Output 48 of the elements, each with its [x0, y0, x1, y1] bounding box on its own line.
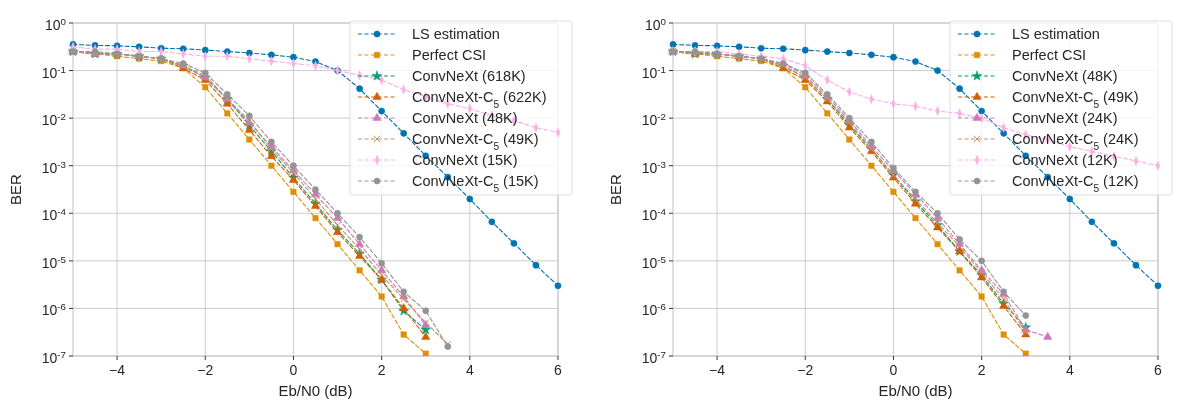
y-tick-label: 10$^{-1}$ [41, 63, 66, 81]
y-tick-label: 10$^{0}$ [44, 15, 67, 33]
y-tick-label: 10$^{-6}$ [41, 300, 67, 319]
legend-label: Perfect CSI [1012, 47, 1087, 63]
y-tick-label: 10$^{-3}$ [641, 158, 667, 176]
y-tick-label: 10$^{-6}$ [641, 300, 667, 319]
x-tick-label: 2 [377, 362, 386, 378]
x-tick-label: 4 [465, 362, 474, 378]
legend-label: ConvNeXt (48K) [1012, 68, 1118, 84]
y-tick-label: 10$^{-5}$ [641, 253, 667, 271]
y-tick-label: 10$^{-5}$ [41, 253, 67, 271]
legend-label: ConvNeXt-C$_{5}$ (12K) [1012, 173, 1139, 194]
x-tick-label: 0 [289, 362, 298, 378]
legend-label: LS estimation [412, 26, 500, 42]
x-tick-label: 6 [554, 362, 563, 378]
legend-label: ConvNeXt (12K) [1012, 152, 1118, 168]
legend-label: ConvNeXt-C$_{5}$ (24K) [1012, 131, 1139, 152]
x-axis-title: Eb/N0 (dB) [878, 382, 953, 399]
y-tick-label: 10$^{-1}$ [641, 63, 666, 81]
legend-label: ConvNeXt-C$_{5}$ (15K) [412, 173, 539, 194]
y-tick-label: 10$^{-4}$ [41, 205, 67, 224]
x-tick-label: 4 [1065, 362, 1074, 378]
y-tick-label: 10$^{0}$ [644, 15, 667, 33]
x-tick-label: 6 [1154, 362, 1163, 378]
x-tick-label: −4 [709, 362, 726, 378]
legend-label: ConvNeXt (24K) [1012, 110, 1118, 126]
y-axis-title: BER [607, 173, 624, 205]
x-tick-label: −2 [197, 362, 214, 378]
x-tick-label: 2 [977, 362, 986, 378]
y-tick-label: 10$^{-2}$ [641, 110, 666, 129]
legend-label: LS estimation [1012, 26, 1100, 42]
y-tick-label: 10$^{-7}$ [41, 348, 66, 366]
y-tick-label: 10$^{-2}$ [41, 110, 66, 129]
x-tick-label: 0 [889, 362, 898, 378]
y-axis-title: BER [7, 173, 24, 205]
legend-label: ConvNeXt (15K) [412, 152, 518, 168]
y-tick-label: 10$^{-3}$ [41, 158, 67, 176]
x-axis-title: Eb/N0 (dB) [278, 382, 353, 399]
x-tick-label: −2 [797, 362, 814, 378]
y-tick-label: 10$^{-4}$ [641, 205, 667, 224]
legend-label: ConvNeXt-C$_{5}$ (49K) [1012, 89, 1139, 110]
legend-label: ConvNeXt-C$_{5}$ (622K) [412, 89, 547, 110]
legend-label: ConvNeXt-C$_{5}$ (49K) [412, 131, 539, 152]
x-tick-label: −4 [109, 362, 126, 378]
legend-label: ConvNeXt (618K) [412, 68, 526, 84]
legend-label: Perfect CSI [412, 47, 487, 63]
y-tick-label: 10$^{-7}$ [641, 348, 666, 366]
legend-label: ConvNeXt (48K) [412, 110, 518, 126]
